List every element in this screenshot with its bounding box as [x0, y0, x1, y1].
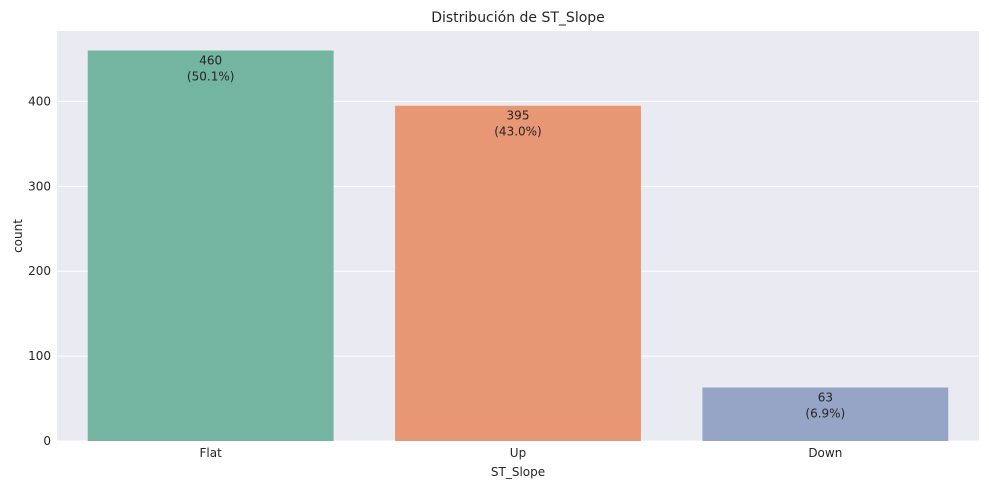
bar-labels: 460 (50.1%) 395 (43.0%) 63 (6.9%) — [187, 54, 845, 421]
y-tick-label: 100 — [28, 349, 51, 363]
bar-value-label: 63 — [818, 391, 833, 405]
y-tick-label: 400 — [28, 94, 51, 108]
bar-value-label: 395 — [507, 109, 530, 123]
bar-value-label: (43.0%) — [494, 125, 541, 139]
bar-up — [395, 105, 641, 441]
y-tick-label: 0 — [43, 434, 51, 448]
x-axis-label: ST_Slope — [491, 465, 545, 479]
y-tick-label: 300 — [28, 179, 51, 193]
y-axis-label: count — [11, 219, 25, 253]
bar-value-label: (6.9%) — [805, 407, 845, 421]
bar-flat — [87, 50, 334, 442]
x-tick-label: Down — [808, 446, 842, 460]
y-axis-ticks: 0 100 200 300 400 — [28, 94, 51, 448]
bar-down — [702, 387, 949, 441]
bars — [87, 50, 949, 442]
x-tick-label: Flat — [200, 446, 223, 460]
bar-value-label: (50.1%) — [187, 70, 234, 84]
chart-title: Distribución de ST_Slope — [431, 10, 605, 26]
bar-value-label: 460 — [199, 54, 222, 68]
x-axis-ticks: Flat Up Down — [200, 446, 843, 460]
x-tick-label: Up — [510, 446, 526, 460]
y-tick-label: 200 — [28, 264, 51, 278]
